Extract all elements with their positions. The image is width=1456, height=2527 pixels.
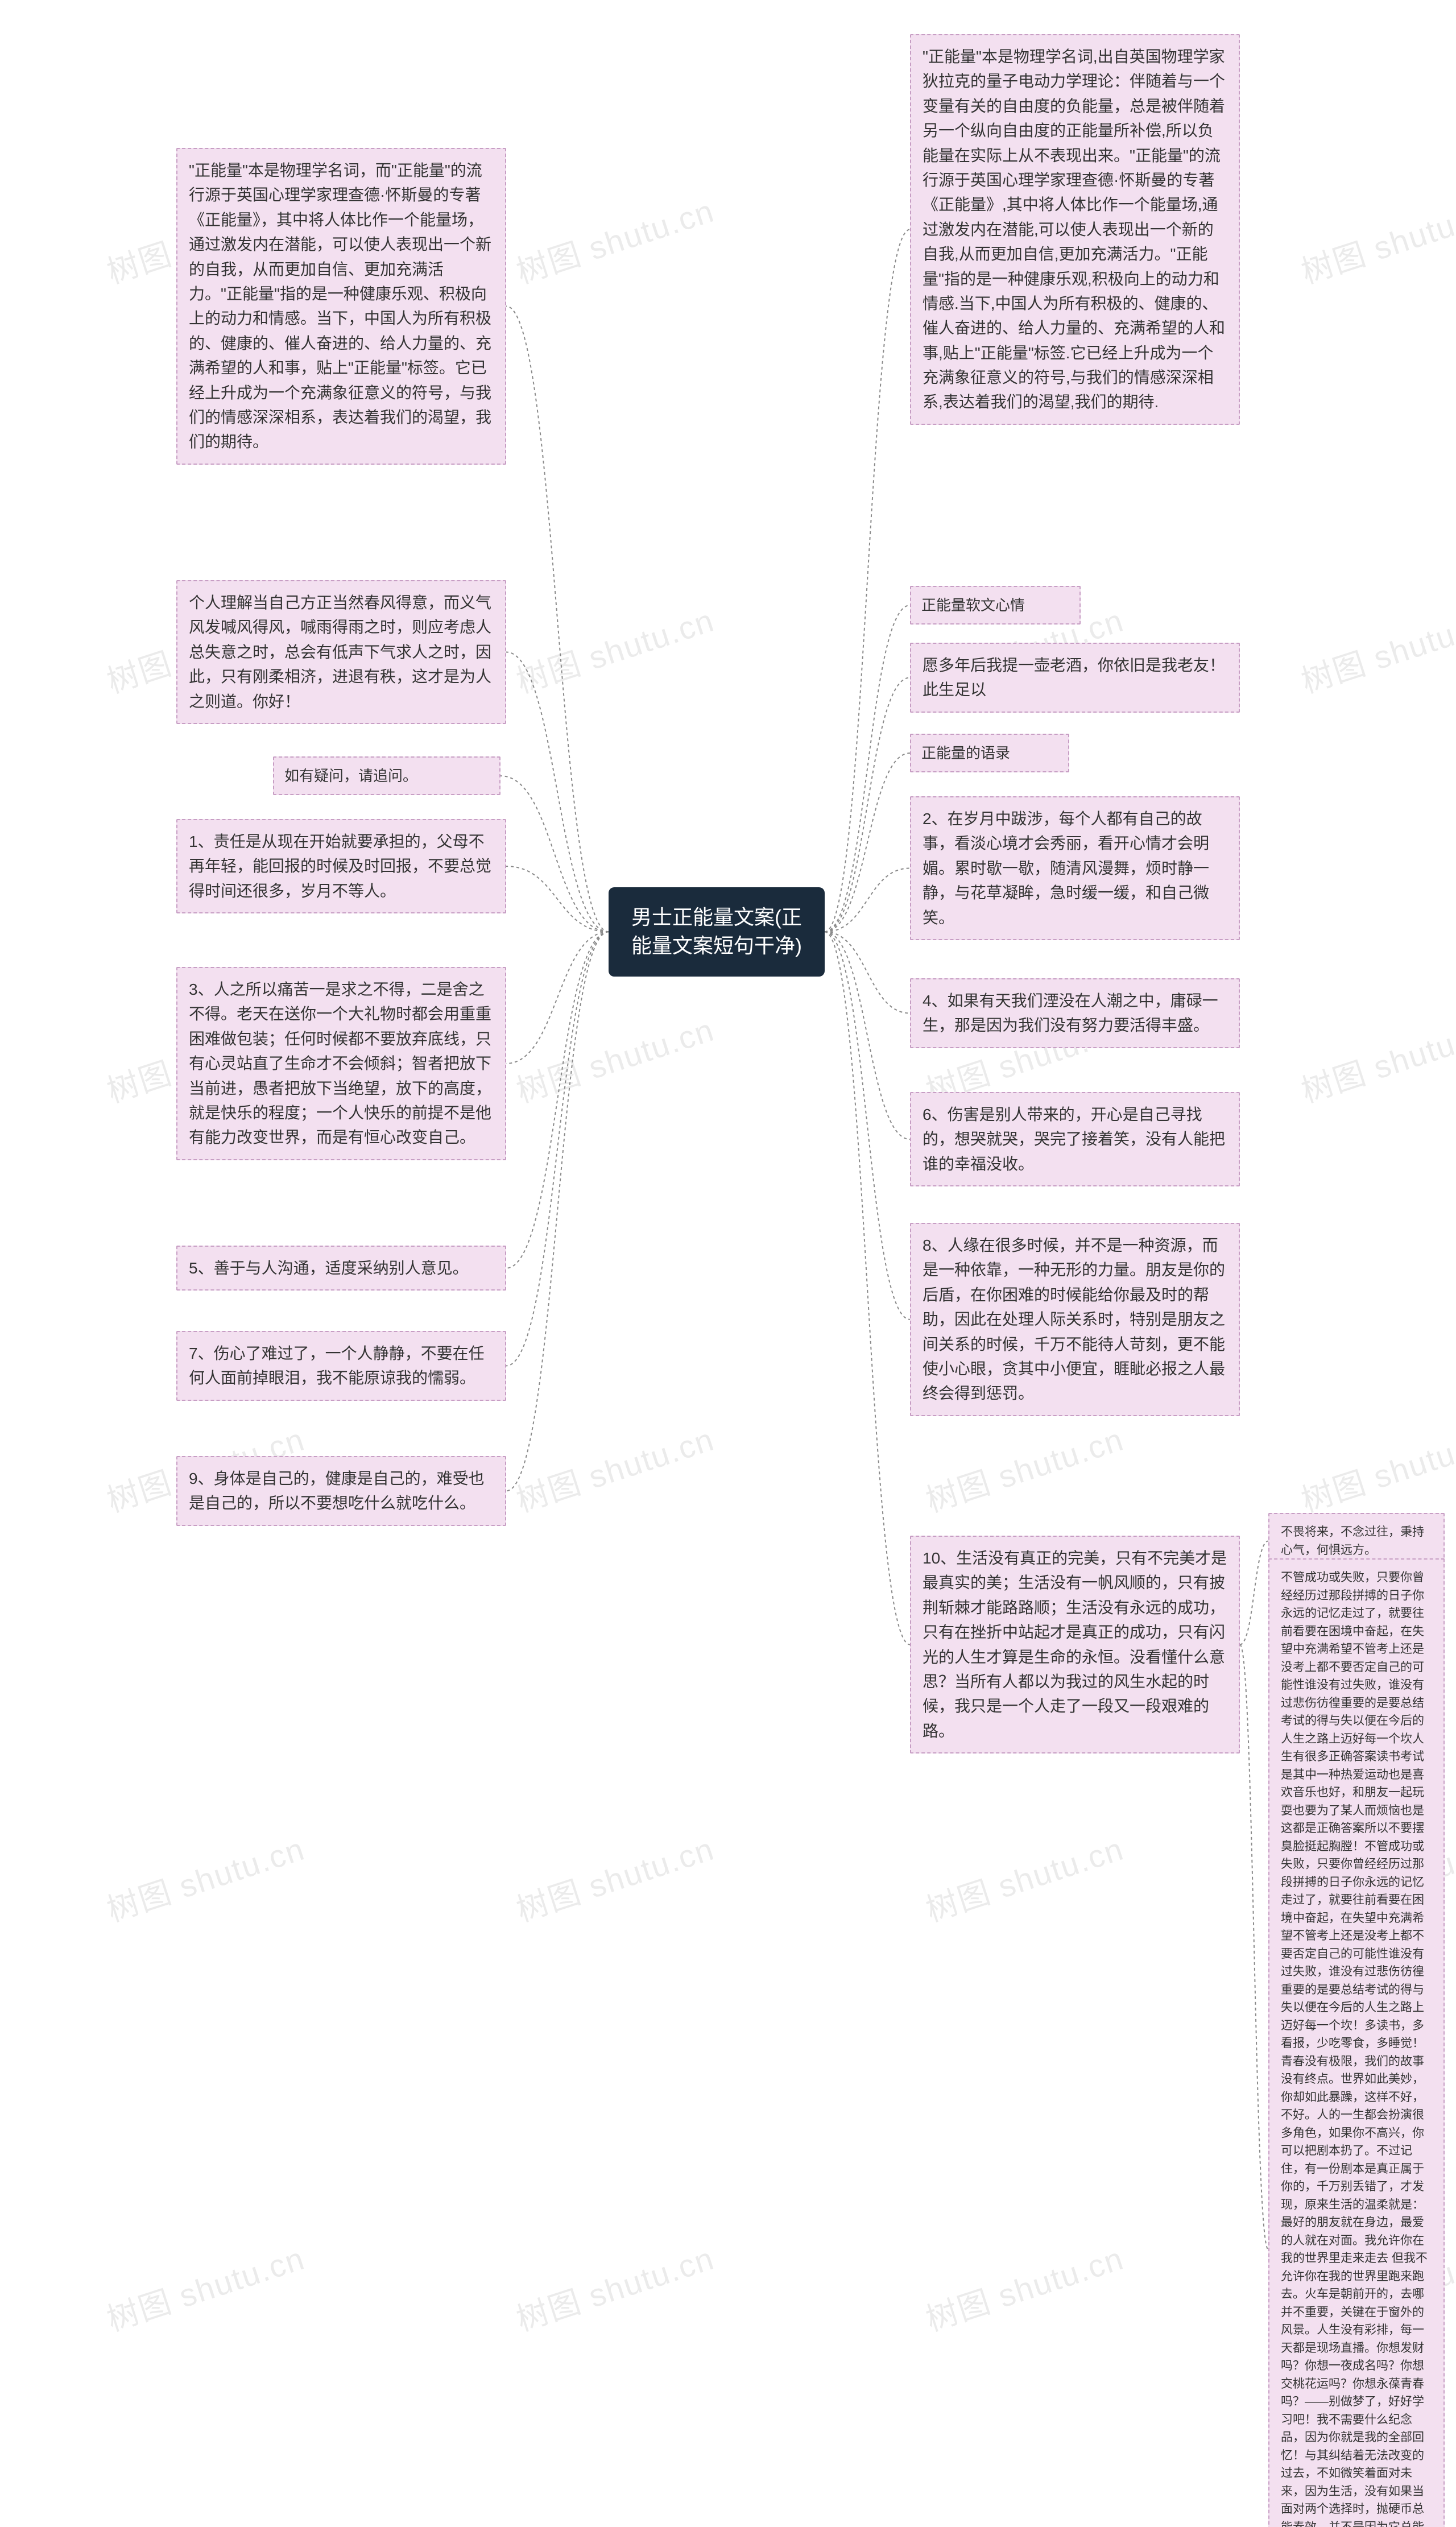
connector [506,932,609,1366]
right-node-r2[interactable]: 正能量软文心情 [910,586,1081,624]
node-text: 4、如果有天我们湮没在人潮之中，庸碌一生，那是因为我们没有努力要活得丰盛。 [923,992,1218,1034]
watermark: 树图 shutu.cn [100,1823,310,1931]
node-text: 不畏将来，不念过往，秉持心气，何惧远方。 [1281,1525,1424,1557]
connector [506,932,609,1063]
connector [506,652,609,932]
node-text: 6、伤害是别人带来的，开心是自己寻找的，想哭就哭，哭完了接着笑，没有人能把谁的幸… [923,1106,1225,1173]
mindmap-root[interactable]: 男士正能量文案(正能量文案短句干净) [609,887,825,977]
watermark: 树图 shutu.cn [1294,185,1456,293]
connector [500,776,609,932]
connector [825,753,910,932]
connector [825,932,910,1139]
left-node-l7[interactable]: 7、伤心了难过了，一个人静静，不要在任何人面前掉眼泪，我不能原谅我的懦弱。 [176,1331,506,1401]
watermark: 树图 shutu.cn [1294,1414,1456,1521]
node-text: 3、人之所以痛苦一是求之不得，二是舍之不得。老天在送你一个大礼物时都会用重重困难… [189,981,491,1146]
node-text: 8、人缘在很多时候，并不是一种资源，而是一种依靠，一种无形的力量。朋友是你的后盾… [923,1236,1225,1402]
left-node-l4[interactable]: 1、责任是从现在开始就要承担的，父母不再年轻，能回报的时候及时回报，不要总觉得时… [176,819,506,913]
watermark: 树图 shutu.cn [510,1414,719,1521]
node-text: 1、责任是从现在开始就要承担的，父母不再年轻，能回报的时候及时回报，不要总觉得时… [189,833,491,900]
connector [825,868,910,932]
right-node-r4[interactable]: 正能量的语录 [910,734,1069,772]
right-node-r9[interactable]: 10、生活没有真正的完美，只有不完美才是最真实的美；生活没有一帆风顺的，只有披荆… [910,1536,1240,1753]
node-text: 2、在岁月中跋涉，每个人都有自己的故事，看淡心境才会秀丽，看开心情才会明媚。累时… [923,810,1209,927]
watermark: 树图 shutu.cn [510,2233,719,2340]
node-text: 9、身体是自己的，健康是自己的，难受也是自己的，所以不要想吃什么就吃什么。 [189,1470,485,1512]
left-node-l1[interactable]: "正能量"本是物理学名词，而"正能量"的流行源于英国心理学家理查德·怀斯曼的专著… [176,148,506,465]
left-node-l5[interactable]: 3、人之所以痛苦一是求之不得，二是舍之不得。老天在送你一个大礼物时都会用重重困难… [176,967,506,1160]
node-text: 不管成功或失败，只要你曾经经历过那段拼搏的日子你永远的记忆走过了，就要往前看要在… [1281,1571,1428,2527]
left-node-l3[interactable]: 如有疑问，请追问。 [273,756,500,795]
connector [825,932,910,1013]
right-node-r3[interactable]: 愿多年后我提一壶老酒，你依旧是我老友！此生足以 [910,643,1240,713]
connector [825,677,910,932]
connector [506,932,609,1268]
node-text: 5、善于与人沟通，适度采纳别人意见。 [189,1259,469,1277]
connector [1240,1645,1268,2249]
watermark: 树图 shutu.cn [919,1414,1129,1521]
right-node-r8[interactable]: 8、人缘在很多时候，并不是一种资源，而是一种依靠，一种无形的力量。朋友是你的后盾… [910,1223,1240,1416]
watermark: 树图 shutu.cn [510,185,719,293]
watermark: 树图 shutu.cn [1294,1004,1456,1112]
node-text: 7、伤心了难过了，一个人静静，不要在任何人面前掉眼泪，我不能原谅我的懦弱。 [189,1345,485,1387]
watermark: 树图 shutu.cn [1294,595,1456,702]
connector [506,932,609,1491]
left-node-l8[interactable]: 9、身体是自己的，健康是自己的，难受也是自己的，所以不要想吃什么就吃什么。 [176,1456,506,1526]
node-text: 个人理解当自己方正当然春风得意，而义气风发喊风得风，喊雨得雨之时，则应考虑人总失… [189,594,491,710]
connector [825,229,910,932]
connector [825,932,910,1319]
right-node-r7[interactable]: 6、伤害是别人带来的，开心是自己寻找的，想哭就哭，哭完了接着笑，没有人能把谁的幸… [910,1092,1240,1186]
node-text: 正能量软文心情 [921,597,1025,614]
watermark: 树图 shutu.cn [510,595,719,702]
node-text: 10、生活没有真正的完美，只有不完美才是最真实的美；生活没有一帆风顺的，只有披荆… [923,1549,1227,1740]
far-right-node-f2[interactable]: 不管成功或失败，只要你曾经经历过那段拼搏的日子你永远的记忆走过了，就要往前看要在… [1268,1558,1445,2527]
left-node-l2[interactable]: 个人理解当自己方正当然春风得意，而义气风发喊风得风，喊雨得雨之时，则应考虑人总失… [176,580,506,724]
connector [1240,1541,1268,1645]
node-text: "正能量"本是物理学名词,出自英国物理学家狄拉克的量子电动力学理论：伴随着与一个… [923,48,1225,411]
left-node-l6[interactable]: 5、善于与人沟通，适度采纳别人意见。 [176,1246,506,1291]
watermark: 树图 shutu.cn [100,2233,310,2340]
right-node-r1[interactable]: "正能量"本是物理学名词,出自英国物理学家狄拉克的量子电动力学理论：伴随着与一个… [910,34,1240,425]
watermark: 树图 shutu.cn [919,2233,1129,2340]
root-label: 男士正能量文案(正能量文案短句干净) [631,905,802,957]
right-node-r5[interactable]: 2、在岁月中跋涉，每个人都有自己的故事，看淡心境才会秀丽，看开心情才会明媚。累时… [910,796,1240,940]
connector [506,866,609,932]
node-text: "正能量"本是物理学名词，而"正能量"的流行源于英国心理学家理查德·怀斯曼的专著… [189,162,491,450]
connector [825,605,910,932]
right-node-r6[interactable]: 4、如果有天我们湮没在人潮之中，庸碌一生，那是因为我们没有努力要活得丰盛。 [910,978,1240,1048]
watermark: 树图 shutu.cn [919,1823,1129,1931]
connector [506,306,609,932]
node-text: 如有疑问，请追问。 [284,767,417,784]
connector [825,932,910,1644]
watermark: 树图 shutu.cn [510,1004,719,1112]
watermark: 树图 shutu.cn [510,1823,719,1931]
node-text: 愿多年后我提一壶老酒，你依旧是我老友！此生足以 [923,656,1225,698]
node-text: 正能量的语录 [921,745,1010,762]
